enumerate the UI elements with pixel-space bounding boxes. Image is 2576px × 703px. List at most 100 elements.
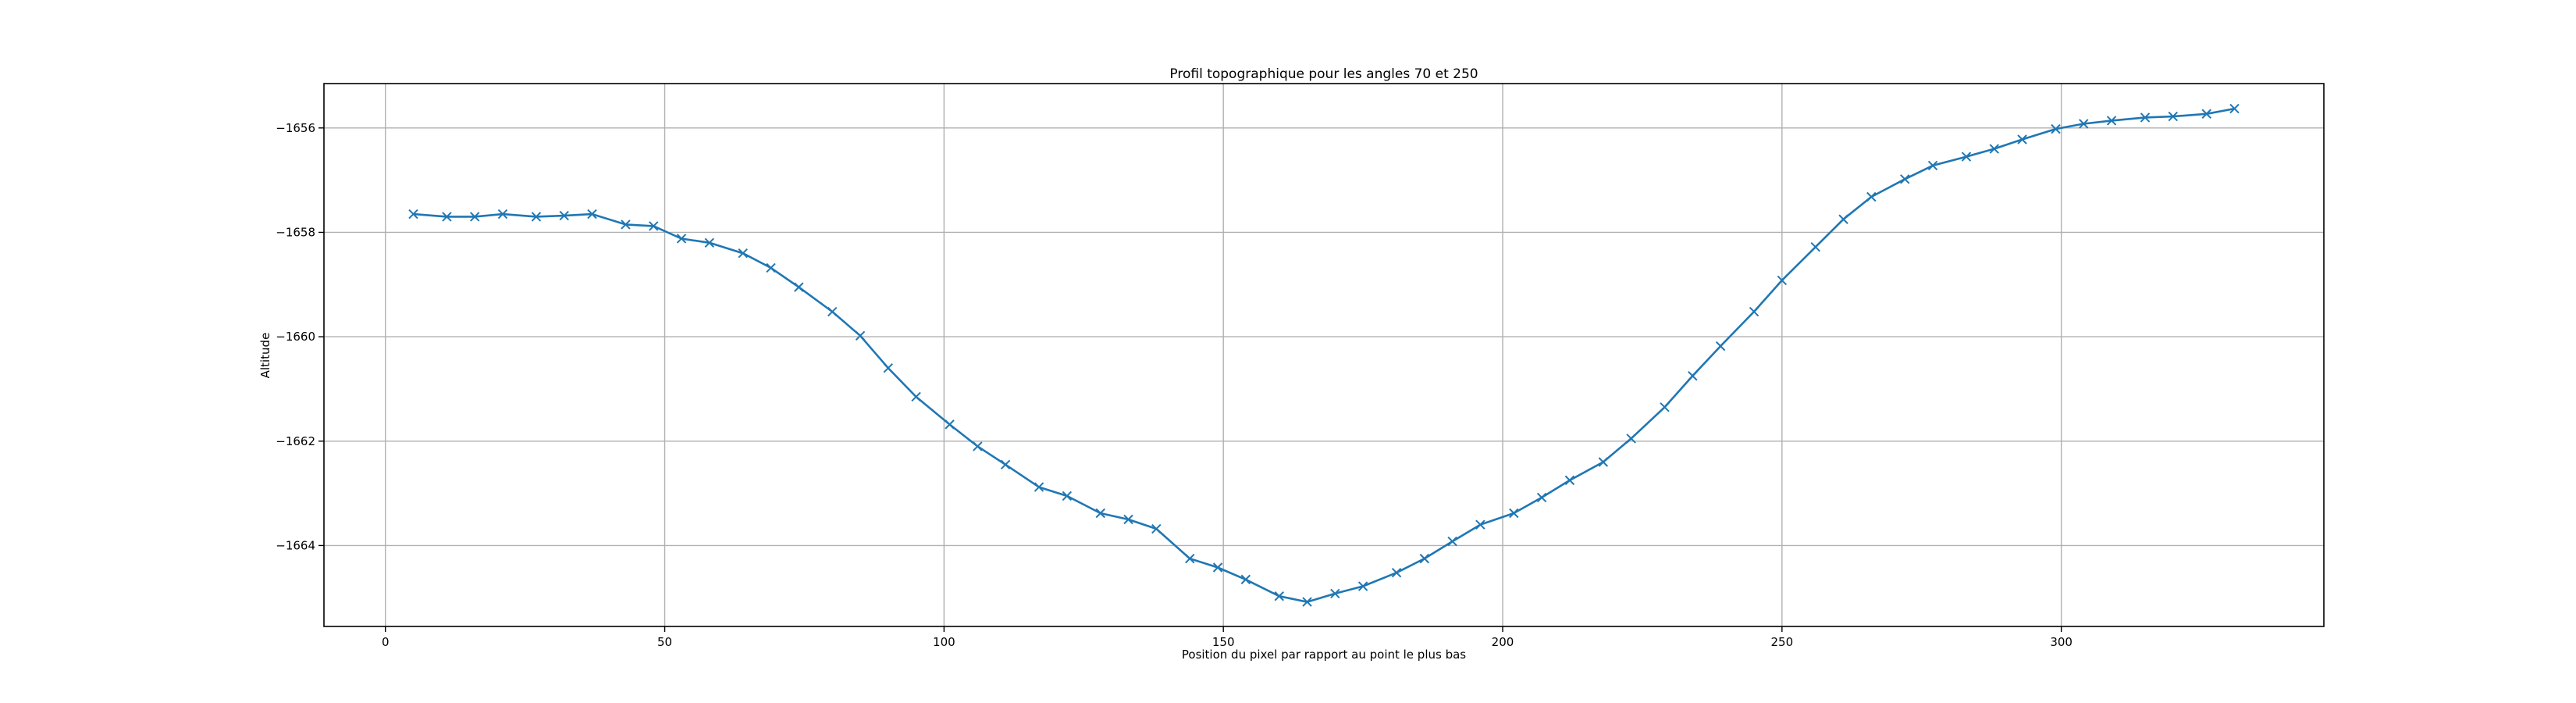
marker-stroke — [1660, 402, 1670, 412]
data-point-marker — [827, 306, 838, 317]
data-point-marker — [1240, 574, 1251, 585]
data-point-marker — [1000, 459, 1011, 470]
grid-layer — [324, 84, 2324, 626]
marker-stroke — [2051, 123, 2061, 134]
data-point-marker — [1866, 191, 1877, 202]
data-point-marker — [1062, 491, 1073, 501]
y-tick-label: −1656 — [276, 121, 315, 135]
marker-stroke — [1961, 152, 1972, 162]
y-tick-label: −1660 — [276, 330, 315, 344]
data-point-marker — [704, 237, 715, 248]
marker-stroke — [1212, 562, 1223, 573]
marker-stroke — [442, 212, 452, 222]
data-point-marker — [587, 209, 597, 219]
marker-stroke — [2140, 112, 2151, 123]
series-layer — [408, 103, 2240, 607]
data-point-marker — [2201, 109, 2211, 119]
marker-stroke — [1123, 514, 1133, 525]
data-point-marker — [559, 210, 569, 221]
data-point-marker — [1927, 160, 1938, 171]
marker-stroke — [794, 282, 804, 292]
marker-stroke — [704, 237, 715, 248]
data-point-marker — [1598, 457, 1609, 467]
x-tick-label: 100 — [933, 635, 955, 649]
data-point-marker — [794, 282, 804, 292]
marker-stroke — [531, 212, 542, 222]
data-point-marker — [2051, 123, 2061, 134]
marker-stroke — [2106, 116, 2117, 126]
marker-stroke — [1302, 597, 1312, 607]
marker-stroke — [1688, 371, 1698, 381]
x-tick-label: 300 — [2050, 635, 2073, 649]
marker-stroke — [559, 210, 569, 221]
marker-stroke — [2079, 119, 2089, 129]
data-point-marker — [2168, 111, 2178, 122]
marker-stroke — [1536, 492, 1547, 503]
marker-stroke — [1715, 341, 1726, 352]
x-tick-label: 150 — [1212, 635, 1235, 649]
marker-stroke — [1900, 174, 1910, 184]
marker-stroke — [973, 441, 983, 451]
marker-stroke — [1509, 508, 1519, 519]
x-tick-label: 50 — [657, 635, 672, 649]
marker-stroke — [1810, 241, 1820, 252]
data-point-marker — [442, 212, 452, 222]
data-point-marker — [1838, 214, 1848, 224]
y-tick-label: −1662 — [276, 434, 315, 448]
marker-stroke — [1274, 591, 1284, 601]
data-point-marker — [1391, 567, 1402, 578]
marker-stroke — [1598, 457, 1609, 467]
data-point-marker — [1660, 402, 1670, 412]
data-point-marker — [2079, 119, 2089, 129]
marker-stroke — [621, 219, 631, 230]
data-point-marker — [470, 212, 480, 222]
data-point-marker — [973, 441, 983, 451]
data-point-marker — [1715, 341, 1726, 352]
marker-stroke — [855, 330, 866, 341]
data-point-marker — [2140, 112, 2151, 123]
data-point-marker — [1509, 508, 1519, 519]
data-point-marker — [766, 262, 776, 273]
marker-stroke — [911, 391, 921, 402]
data-point-marker — [2229, 103, 2240, 114]
marker-stroke — [1419, 553, 1430, 564]
marker-stroke — [827, 306, 838, 317]
x-tick-label: 200 — [1492, 635, 1514, 649]
y-tick-label: −1664 — [276, 538, 315, 552]
data-point-marker — [1302, 597, 1312, 607]
marker-stroke — [1564, 475, 1575, 486]
marker-stroke — [1777, 275, 1788, 286]
data-point-marker — [1185, 553, 1195, 564]
data-point-marker — [855, 330, 866, 341]
data-point-marker — [531, 212, 542, 222]
data-point-marker — [408, 209, 418, 219]
marker-stroke — [1927, 160, 1938, 171]
marker-stroke — [1447, 536, 1457, 547]
marker-stroke — [1185, 553, 1195, 564]
marker-stroke — [676, 234, 687, 244]
data-point-marker — [1212, 562, 1223, 573]
marker-stroke — [1749, 306, 1759, 317]
plot-frame — [323, 83, 2325, 627]
data-point-marker — [1810, 241, 1820, 252]
x-tick-label: 250 — [1771, 635, 1794, 649]
marker-stroke — [2168, 111, 2178, 122]
y-axis-label: Altitude — [258, 333, 272, 379]
marker-stroke — [497, 209, 508, 219]
marker-stroke — [1000, 459, 1011, 470]
data-point-marker — [1900, 174, 1910, 184]
data-point-marker — [2017, 134, 2027, 145]
data-point-marker — [1095, 508, 1105, 519]
data-point-marker — [1123, 514, 1133, 525]
marker-stroke — [1866, 191, 1877, 202]
marker-stroke — [1989, 144, 1999, 154]
marker-stroke — [1062, 491, 1073, 501]
tick-layer: 0 50 100 150 200 250 300 −1664 −1662 −1660 −1658 −1… — [276, 121, 2073, 649]
data-point-marker — [1447, 536, 1457, 547]
data-point-marker — [1034, 482, 1044, 492]
data-point-marker — [911, 391, 921, 402]
marker-stroke — [1357, 581, 1368, 591]
data-point-marker — [738, 248, 748, 259]
marker-stroke — [766, 262, 776, 273]
